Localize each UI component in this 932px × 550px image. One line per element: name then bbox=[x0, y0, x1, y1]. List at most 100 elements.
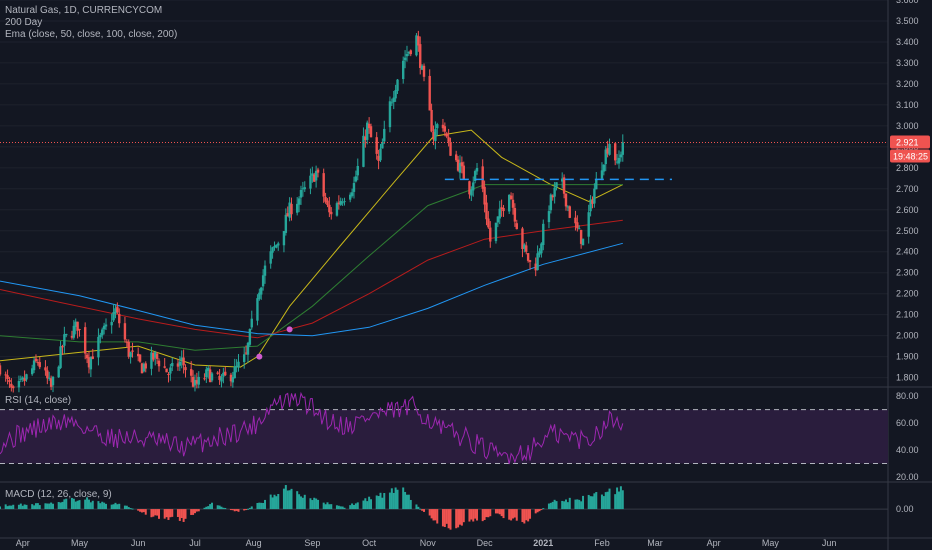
macd-histogram-bar bbox=[362, 500, 365, 510]
price-tick-label: 1.800 bbox=[896, 373, 919, 383]
macd-histogram-bar bbox=[144, 509, 147, 515]
price-tick-label: 3.400 bbox=[896, 37, 919, 47]
macd-histogram-bar bbox=[377, 496, 380, 510]
macd-histogram-bar bbox=[563, 501, 566, 510]
candle-body bbox=[568, 206, 571, 218]
candle-body bbox=[483, 186, 486, 205]
macd-histogram-bar bbox=[296, 491, 299, 510]
candle-body bbox=[390, 102, 394, 104]
time-tick-label: 2021 bbox=[533, 538, 553, 548]
macd-histogram-bar bbox=[218, 505, 221, 510]
candle-body bbox=[619, 154, 623, 158]
macd-histogram-bar bbox=[542, 508, 545, 510]
macd-histogram-bar bbox=[65, 498, 68, 510]
candle-body bbox=[589, 199, 592, 212]
candle-body bbox=[59, 346, 62, 368]
candle-body bbox=[441, 124, 445, 129]
candle-body bbox=[322, 173, 325, 197]
macd-histogram-bar bbox=[476, 509, 479, 521]
candle-body bbox=[99, 334, 102, 338]
macd-histogram-bar bbox=[381, 497, 384, 510]
candle-body bbox=[367, 123, 371, 129]
macd-histogram-bar bbox=[523, 509, 526, 524]
macd-histogram-bar bbox=[432, 509, 435, 521]
candle-body bbox=[507, 194, 511, 212]
price-badges: 2.921 19:48:25 bbox=[890, 135, 930, 163]
macd-histogram-bar bbox=[277, 493, 280, 510]
candle-body bbox=[233, 366, 236, 379]
candle-body bbox=[417, 36, 420, 46]
candle-body bbox=[189, 369, 193, 376]
macd-tick-label: 0.00 bbox=[896, 504, 914, 514]
candle-body bbox=[178, 361, 182, 366]
candle-body bbox=[258, 292, 261, 299]
rsi-label[interactable]: RSI (14, close) bbox=[5, 395, 72, 406]
macd-histogram-bar bbox=[70, 497, 73, 510]
macd-label[interactable]: MACD (12, 26, close, 9) bbox=[5, 489, 112, 500]
price-candles bbox=[0, 30, 624, 393]
price-tick-label: 3.300 bbox=[896, 58, 919, 68]
candle-body bbox=[197, 376, 200, 385]
candle-body bbox=[561, 178, 564, 182]
macd-histogram-bar bbox=[258, 502, 261, 510]
time-tick-label: Apr bbox=[16, 538, 30, 548]
macd-histogram-bar bbox=[445, 509, 448, 524]
candle-body bbox=[343, 201, 346, 203]
macd-histogram-bar bbox=[576, 499, 579, 510]
macd-histogram-bar bbox=[216, 505, 219, 510]
macd-histogram-bar bbox=[89, 502, 92, 510]
candle-body bbox=[112, 312, 115, 321]
macd-histogram-bar bbox=[262, 502, 265, 510]
candle-body bbox=[403, 57, 407, 61]
candle-body bbox=[231, 377, 235, 383]
macd-histogram-bar bbox=[271, 497, 274, 510]
macd-histogram-bar bbox=[8, 505, 11, 510]
macd-histogram-bar bbox=[457, 509, 460, 528]
rsi-tick-label: 40.00 bbox=[896, 445, 919, 455]
candle-body bbox=[140, 363, 144, 374]
candle-body bbox=[63, 334, 66, 346]
candle-body bbox=[309, 175, 312, 189]
price-tick-label: 3.500 bbox=[896, 16, 919, 26]
macd-histogram-bar bbox=[220, 506, 223, 510]
macd-histogram-bar bbox=[324, 504, 327, 510]
candle-body bbox=[377, 155, 380, 161]
macd-histogram-bar bbox=[529, 509, 532, 519]
price-tick-label: 3.200 bbox=[896, 79, 919, 89]
candle-body bbox=[154, 352, 157, 358]
candle-body bbox=[61, 345, 64, 348]
candle-body bbox=[263, 265, 267, 276]
candle-body bbox=[388, 101, 392, 128]
macd-histogram-bar bbox=[140, 509, 143, 513]
macd-histogram-bar bbox=[379, 492, 382, 510]
candle-body bbox=[136, 353, 140, 357]
macd-histogram-bar bbox=[396, 489, 399, 510]
last-price-badge-text: 2.921 bbox=[896, 137, 919, 147]
candle-body bbox=[74, 321, 77, 327]
macd-histogram-bar bbox=[534, 509, 537, 514]
candle-body bbox=[606, 148, 609, 154]
axes[interactable]: 1.800 1.900 2.000 2.100 2.200 2.300 2.400 2.500… bbox=[16, 0, 919, 548]
macd-histogram-bar bbox=[87, 499, 90, 510]
macd-histogram-bar bbox=[101, 501, 104, 510]
study-200-day[interactable]: 200 Day bbox=[5, 17, 43, 28]
candle-body bbox=[581, 238, 585, 246]
candle-body bbox=[229, 374, 233, 382]
countdown-badge bbox=[890, 149, 930, 163]
macd-histogram-bar bbox=[86, 497, 89, 510]
candle-body bbox=[248, 328, 252, 345]
candle-body bbox=[449, 141, 452, 156]
macd-histogram-bar bbox=[349, 505, 352, 510]
study-ema[interactable]: Ema (close, 50, close, 100, close, 200) bbox=[5, 29, 178, 40]
time-tick-label: Jun bbox=[822, 538, 837, 548]
macd-histogram-bar bbox=[527, 509, 530, 522]
candle-body bbox=[574, 217, 577, 224]
candle-body bbox=[591, 200, 594, 204]
candle-body bbox=[379, 148, 382, 161]
price-tick-label: 2.300 bbox=[896, 268, 919, 278]
chart-title[interactable]: Natural Gas, 1D, CURRENCYCOM bbox=[5, 5, 163, 16]
candle-body bbox=[57, 366, 60, 378]
candle-body bbox=[127, 341, 130, 357]
candle-body bbox=[163, 366, 166, 368]
candle-body bbox=[562, 177, 566, 194]
